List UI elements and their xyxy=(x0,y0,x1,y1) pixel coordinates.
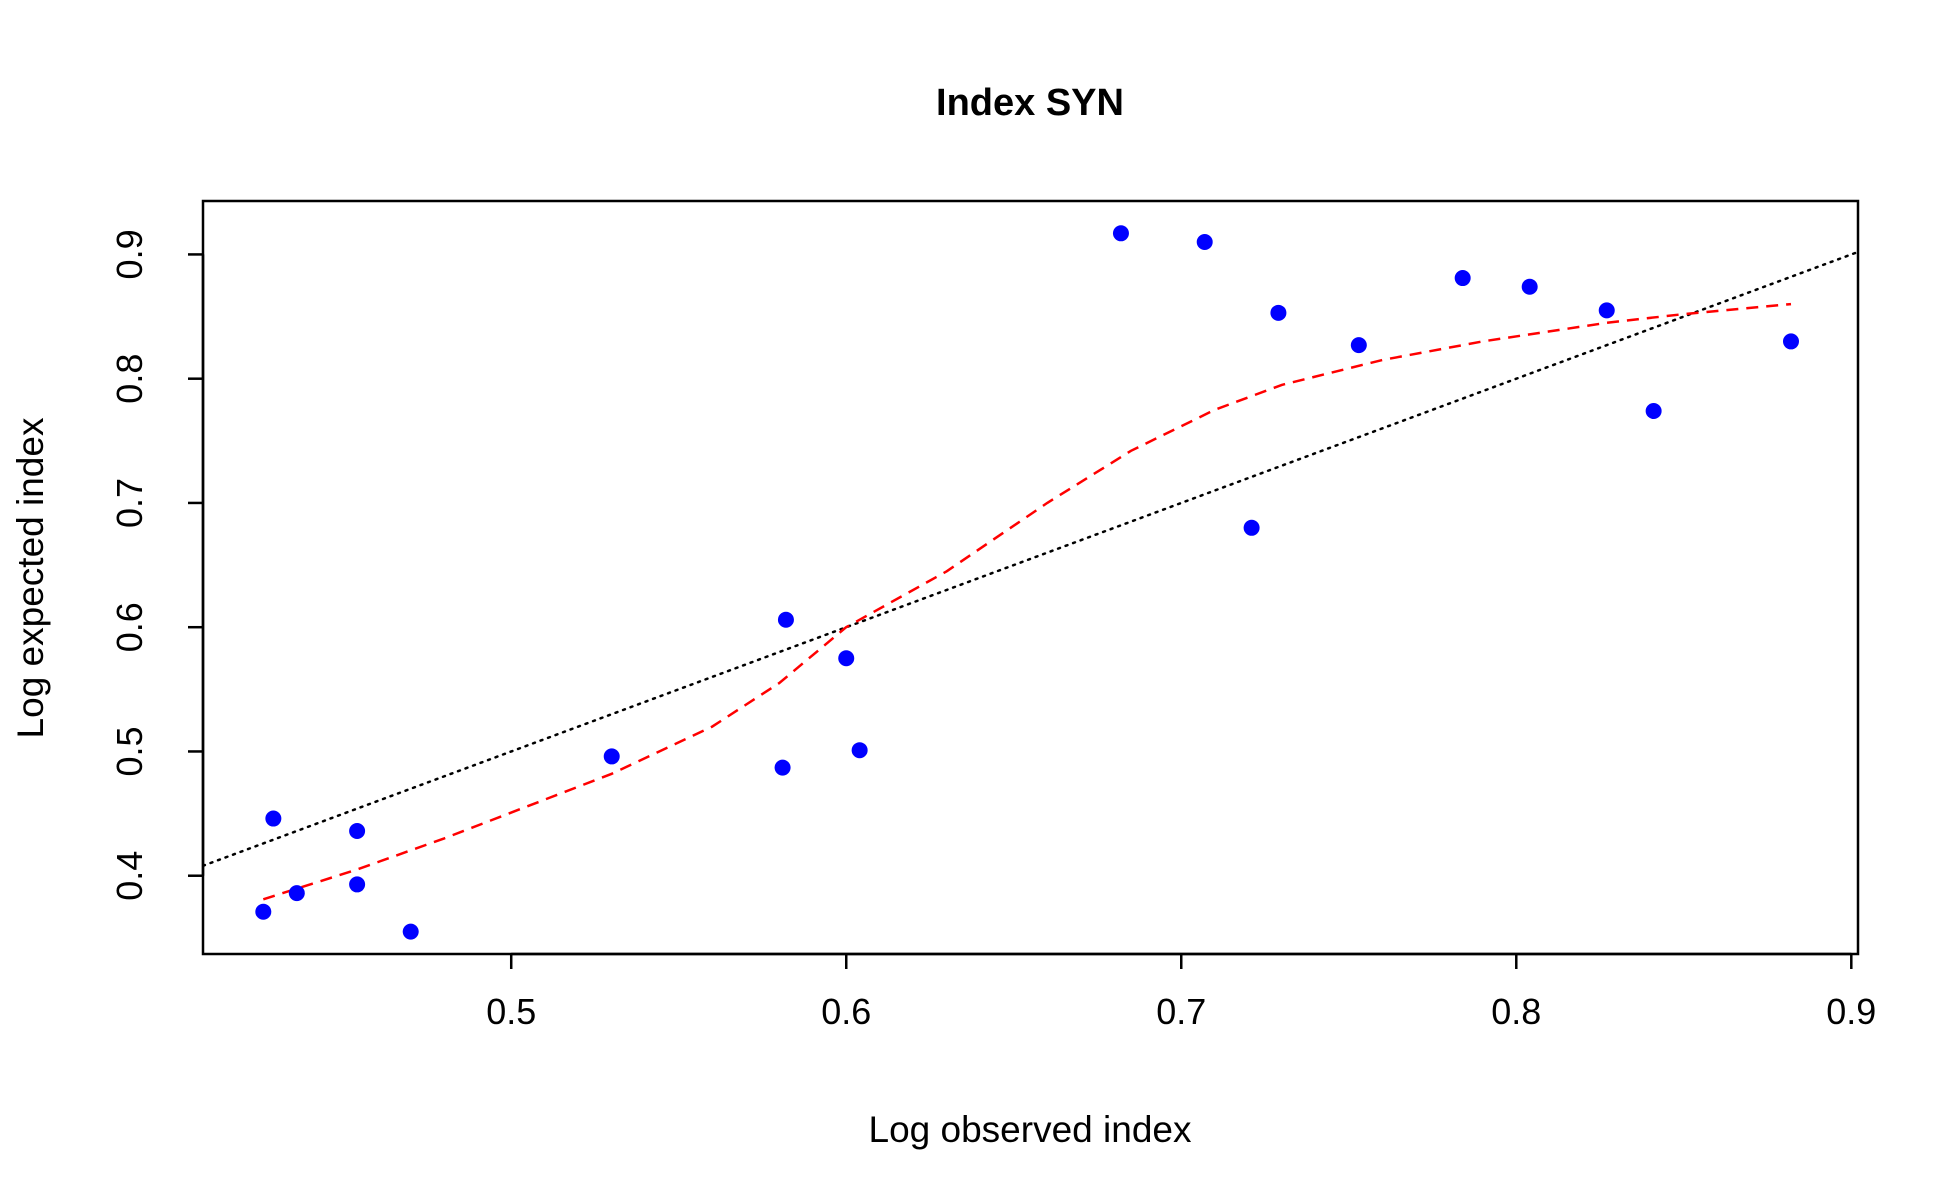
y-axis-label: Log expected index xyxy=(10,417,51,738)
smooth-line xyxy=(262,302,1792,901)
y-tick-label: 0.8 xyxy=(109,354,150,404)
x-tick-label: 0.9 xyxy=(1826,991,1876,1032)
data-point xyxy=(1521,278,1538,295)
data-point xyxy=(777,611,794,628)
data-point xyxy=(1782,333,1799,350)
x-tick-label: 0.7 xyxy=(1156,991,1206,1032)
data-point xyxy=(1598,302,1615,319)
data-point xyxy=(1112,225,1129,242)
plot-content xyxy=(203,225,1858,940)
data-point xyxy=(288,885,305,902)
x-tick-label: 0.5 xyxy=(486,991,536,1032)
y-tick-label: 0.5 xyxy=(109,726,150,776)
data-point xyxy=(1454,270,1471,287)
data-point xyxy=(603,748,620,765)
y-tick-label: 0.4 xyxy=(109,851,150,901)
data-point xyxy=(1645,402,1662,419)
chart-title: Index SYN xyxy=(936,82,1124,124)
y-tick-label: 0.9 xyxy=(109,229,150,279)
x-axis-label: Log observed index xyxy=(869,1109,1192,1150)
y-axis: 0.4 0.5 0.6 0.7 0.8 0.9 xyxy=(109,229,205,901)
data-point xyxy=(838,650,855,667)
data-point xyxy=(1196,234,1213,251)
y-tick-label: 0.7 xyxy=(109,478,150,528)
data-point xyxy=(349,876,366,893)
reference-line xyxy=(203,250,1858,868)
data-point xyxy=(349,822,366,839)
data-point xyxy=(1243,519,1260,536)
data-point xyxy=(255,903,272,920)
data-point xyxy=(1350,337,1367,354)
x-tick-label: 0.6 xyxy=(821,991,871,1032)
data-point xyxy=(774,759,791,776)
data-point xyxy=(1270,304,1287,321)
y-tick-label: 0.6 xyxy=(109,602,150,652)
x-axis: 0.5 0.6 0.7 0.8 0.9 xyxy=(486,952,1876,1032)
data-point xyxy=(265,810,282,827)
x-tick-label: 0.8 xyxy=(1491,991,1541,1032)
data-point xyxy=(851,742,868,759)
data-point xyxy=(402,923,419,940)
